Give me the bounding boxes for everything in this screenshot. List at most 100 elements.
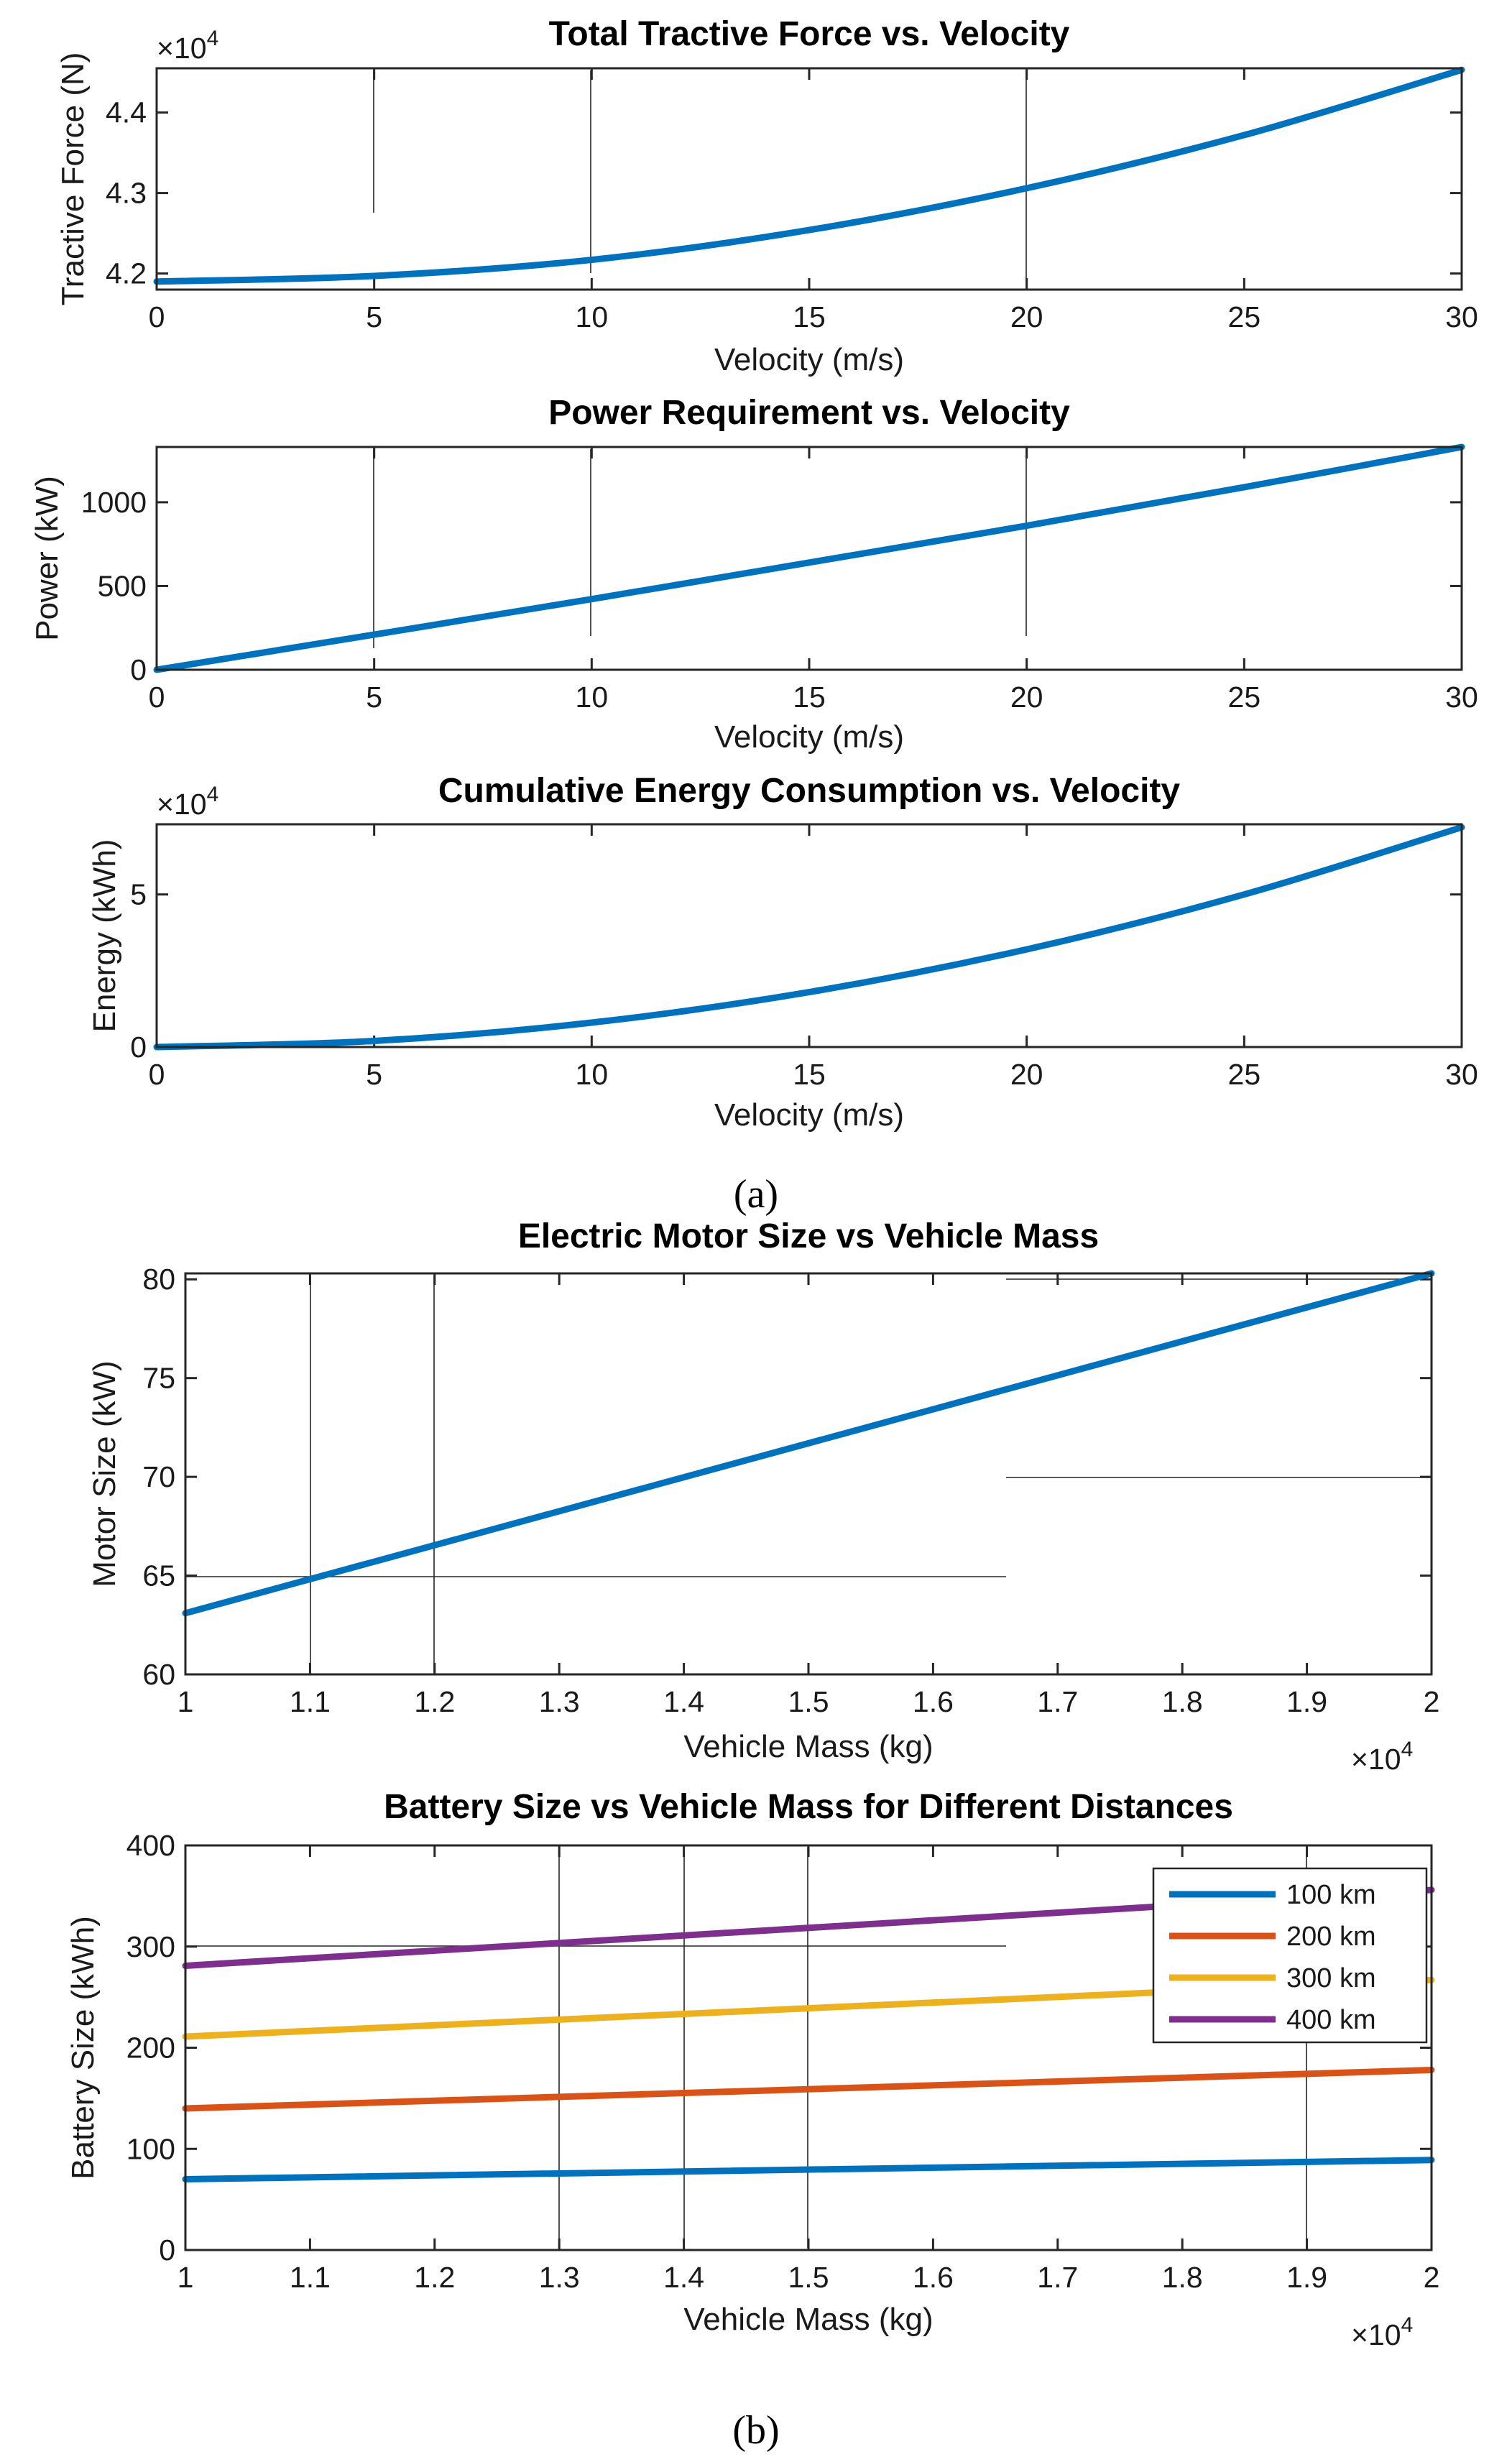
x-tick-label: 1.8 [1162,2261,1203,2294]
tractive-force-chart: 0 5 10 15 20 25 30 4.2 4.3 4.4 Total Tractive Forc… [55,15,1478,377]
x-tick-label: 1.5 [788,1685,829,1718]
x-tick-label: 1.9 [1286,1685,1327,1718]
energy-chart: 0 5 10 15 20 25 30 0 5 Cumulative Energy Consumpt… [87,772,1478,1133]
x-tick-label: 1 [178,2261,194,2294]
y-axis-label: Battery Size (kWh) [65,1916,101,2180]
axes-box [184,1844,1433,2251]
y-axis-label: Power (kW) [29,476,65,641]
x-tick-label: 20 [1010,300,1043,333]
x-tick-label: 30 [1445,1058,1478,1091]
x-tick-label: 10 [576,300,609,333]
chart-title: Power Requirement vs. Velocity [548,394,1070,432]
chart-title: Total Tractive Force vs. Velocity [549,15,1070,53]
legend-label: 200 km [1286,1922,1376,1952]
y-tick-label: 0 [130,1031,147,1064]
legend-label: 100 km [1286,1880,1376,1910]
x-tick-label: 1.7 [1037,2261,1078,2294]
axes-box [184,1272,1433,1676]
x-tick-label: 1.6 [913,1685,954,1718]
x-tick-label: 1.3 [539,2261,580,2294]
series-line-power [153,443,1465,673]
x-tick-label: 0 [149,1058,165,1091]
axes-box [155,446,1463,671]
y-tick-label: 75 [142,1362,175,1395]
plot-area [157,824,1462,1047]
x-tick-label: 1.7 [1037,1685,1078,1718]
y-tick-label: 4.3 [106,177,147,210]
y-axis-label: Tractive Force (N) [55,52,91,306]
x-tick-label: 1.9 [1286,2261,1327,2294]
x-tick-label: 30 [1445,300,1478,333]
axis-exponent-label: ×104 [157,27,218,65]
y-tick-label: 5 [130,878,147,911]
x-tick-label: 20 [1010,681,1043,714]
y-tick-label: 200 [126,2032,175,2065]
series-line-motor-size [182,1270,1435,1617]
x-tick-label: 1.5 [788,2261,829,2294]
y-tick-label: 0 [130,653,147,686]
x-axis-label: Velocity (m/s) [714,1097,904,1133]
axes-box [155,823,1463,1048]
caption-a: (a) [734,1172,778,1217]
axis-exponent-label: ×104 [1351,2313,1413,2351]
x-tick-label: 2 [1424,2261,1440,2294]
x-tick-label: 0 [149,681,165,714]
y-tick-label: 80 [142,1263,175,1296]
x-tick-label: 1.4 [663,1685,704,1718]
chart-title: Electric Motor Size vs Vehicle Mass [518,1217,1099,1255]
y-tick-label: 70 [142,1460,175,1493]
y-tick-label: 1000 [81,486,147,519]
x-tick-label: 20 [1010,1058,1043,1091]
x-tick-label: 25 [1228,681,1261,714]
x-tick-label: 5 [366,681,382,714]
y-tick-label: 500 [98,569,147,602]
x-tick-label: 25 [1228,1058,1261,1091]
x-tick-label: 25 [1228,300,1261,333]
x-tick-label: 5 [366,300,382,333]
y-tick-label: 60 [142,1658,175,1691]
series-line-100-km [182,2157,1435,2182]
legend-label: 300 km [1286,1963,1376,1993]
y-axis-label: Energy (kWh) [87,839,122,1033]
x-tick-label: 1.3 [539,1685,580,1718]
x-tick-label: 2 [1424,1685,1440,1718]
x-tick-label: 15 [793,300,826,333]
x-tick-label: 1.1 [290,2261,331,2294]
y-tick-label: 300 [126,1930,175,1963]
x-axis-label: Vehicle Mass (kg) [683,2302,933,2337]
y-tick-label: 4.2 [106,257,147,290]
y-tick-label: 4.4 [106,96,147,129]
series-line-200-km [182,2066,1435,2112]
series-line-energy [153,824,1465,1051]
chart-title: Battery Size vs Vehicle Mass for Differe… [384,1788,1233,1826]
plot-area [185,1273,1432,1674]
x-tick-label: 1.4 [663,2261,704,2294]
x-tick-label: 1.8 [1162,1685,1203,1718]
y-tick-label: 65 [142,1559,175,1592]
chart-title: Cumulative Energy Consumption vs. Veloci… [438,772,1181,810]
axes-box [155,67,1463,291]
battery-size-chart: 1 1.1 1.2 1.3 1.4 1.5 1.6 1.7 1.8 1.9 2 0 100 200 300 4… [65,1788,1439,2351]
legend: 100 km 200 km 300 km 400 km [1152,1867,1428,2044]
legend-label: 400 km [1286,2005,1376,2035]
series-line-tractive-force [153,66,1465,285]
x-tick-label: 1.6 [913,2261,954,2294]
y-axis-label: Motor Size (kW) [87,1360,122,1587]
axis-exponent-label: ×104 [1351,1738,1413,1776]
x-tick-label: 1.1 [290,1685,331,1718]
plot-area [157,68,1462,290]
x-tick-label: 5 [366,1058,382,1091]
caption-b: (b) [732,2408,779,2453]
x-axis-label: Velocity (m/s) [714,719,904,755]
x-axis-label: Vehicle Mass (kg) [683,1729,933,1764]
motor-size-chart: 1 1.1 1.2 1.3 1.4 1.5 1.6 1.7 1.8 1.9 2 60 65 70 75 80 E… [87,1217,1439,1776]
x-tick-label: 10 [576,681,609,714]
y-tick-label: 100 [126,2132,175,2165]
power-chart: 0 5 10 15 20 25 30 0 500 1000 Power Requirement vs… [29,394,1478,755]
x-tick-label: 1 [178,1685,194,1718]
y-tick-label: 400 [126,1829,175,1862]
x-tick-label: 1.2 [414,2261,455,2294]
x-tick-label: 1.2 [414,1685,455,1718]
x-tick-label: 30 [1445,681,1478,714]
